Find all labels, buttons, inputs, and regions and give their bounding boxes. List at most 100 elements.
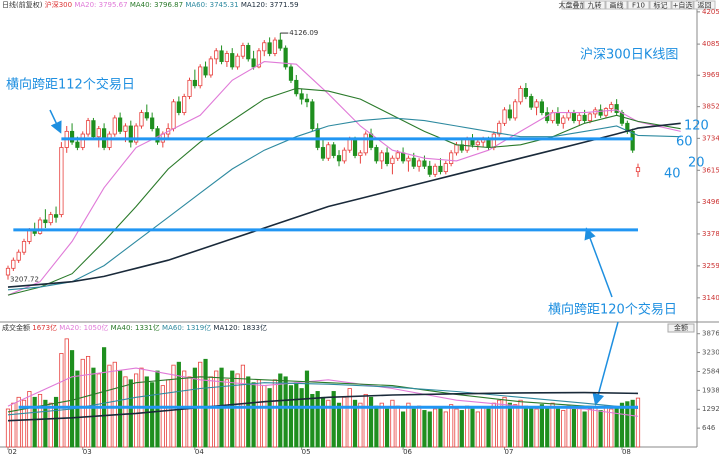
toolbar-label[interactable]: 大盘叠加 <box>559 1 587 10</box>
volume-bar <box>251 382 256 448</box>
legend-entry: MA120: 1833亿 <box>213 323 267 332</box>
candle-body <box>91 120 96 138</box>
toolbar-button[interactable] <box>561 0 584 10</box>
volume-bar <box>235 373 240 448</box>
toolbar-label[interactable]: 返回 <box>698 2 712 10</box>
candle-body <box>614 104 619 113</box>
y-tick-label: 3852 <box>702 103 719 111</box>
volume-bar <box>582 411 587 448</box>
toolbar-button[interactable] <box>671 0 694 10</box>
volume-bar <box>539 404 544 448</box>
x-tick-label: 04 <box>195 448 204 455</box>
candle-body <box>400 152 406 162</box>
legend-entry: MA60: 3745.31 <box>185 1 238 9</box>
candle-body <box>294 79 299 95</box>
legend-entry: MA60: 1319亿 <box>162 323 211 332</box>
volume-bar <box>465 405 470 448</box>
volume-bar <box>176 361 181 448</box>
candle-body <box>182 96 187 113</box>
volume-bar <box>5 408 11 448</box>
candle-body <box>347 139 352 151</box>
candle-body <box>368 133 374 148</box>
volume-bar <box>262 385 267 448</box>
volume-bar <box>256 379 262 448</box>
toolbar-label[interactable]: 九转 <box>588 1 602 10</box>
toolbar-button[interactable] <box>627 0 650 10</box>
volume-bar <box>363 393 368 448</box>
candle-body <box>417 160 422 167</box>
y-tick-label: 3378 <box>702 230 719 238</box>
candle-body <box>310 101 315 130</box>
candle-body <box>358 152 363 156</box>
volume-bar <box>513 404 518 448</box>
candle-body <box>395 152 400 159</box>
volume-bar <box>459 410 464 448</box>
toolbar-button[interactable] <box>649 0 672 10</box>
volume-bar <box>43 399 48 448</box>
volume-bar <box>374 405 379 448</box>
toolbar-label[interactable]: 画线 <box>610 1 624 10</box>
volume-bar <box>390 399 395 448</box>
candle-body <box>208 58 213 76</box>
volume-bar <box>32 396 37 448</box>
toolbar-label[interactable]: F10 <box>632 2 645 10</box>
legend-entry: MA20: 1050亿 <box>59 323 108 332</box>
ma-line <box>7 122 681 288</box>
candle-body <box>176 101 181 113</box>
candle-body <box>278 39 283 49</box>
volume-bar <box>198 361 203 448</box>
candle-body <box>454 144 459 154</box>
volume-bar <box>619 402 625 448</box>
ma-line <box>7 87 681 296</box>
amount-button[interactable] <box>667 323 695 333</box>
amount-button-label[interactable]: 金额 <box>674 323 688 332</box>
volume-bar <box>230 370 235 448</box>
volume-bar <box>53 396 59 448</box>
volume-bar <box>400 411 406 448</box>
y-tick-label: 1292 <box>702 405 719 413</box>
legend-entry: MA120: 3771.59 <box>241 1 299 9</box>
candle-body <box>150 117 155 130</box>
volume-bar <box>48 402 53 448</box>
candle-body <box>497 122 502 135</box>
candle-body <box>5 267 11 276</box>
volume-bar <box>593 407 598 448</box>
volume-bar <box>310 393 315 448</box>
candle-body <box>587 113 593 122</box>
volume-bar <box>449 404 454 448</box>
toolbar-button[interactable] <box>605 0 628 10</box>
volume-bar <box>379 402 384 448</box>
toolbar-label[interactable]: +自选 <box>673 1 693 10</box>
volume-bar <box>342 396 347 448</box>
candle-body <box>80 133 85 148</box>
toolbar-label[interactable]: 标记 <box>654 1 668 10</box>
toolbar-button[interactable] <box>693 0 716 10</box>
volume-bar <box>11 402 16 448</box>
volume-bar <box>96 373 101 448</box>
y-tick-label: 1938 <box>702 386 719 394</box>
y-tick-label: 4085 <box>702 40 719 48</box>
candle-body <box>326 144 331 159</box>
ma-line <box>7 382 639 416</box>
toolbar-button[interactable] <box>583 0 606 10</box>
candle-body <box>144 112 149 119</box>
y-tick-label: 3734 <box>702 134 719 142</box>
candle-body <box>96 128 101 138</box>
volume-bar <box>598 410 603 448</box>
annotation: 横向跨距120个交易日 <box>548 302 677 318</box>
volume-bar <box>267 388 272 448</box>
y-tick-label: 3496 <box>702 198 719 206</box>
volume-bar <box>102 347 107 448</box>
volume-bar <box>561 410 566 448</box>
volume-bar <box>315 391 320 448</box>
candle-body <box>406 157 411 162</box>
candle-body <box>443 163 448 173</box>
candle-body <box>374 147 379 162</box>
volume-bar <box>523 405 528 448</box>
volume-bar <box>112 361 117 448</box>
candle-body <box>619 112 625 124</box>
candle-body <box>465 139 470 151</box>
volume-bar <box>422 410 427 448</box>
candle-body <box>224 53 229 62</box>
